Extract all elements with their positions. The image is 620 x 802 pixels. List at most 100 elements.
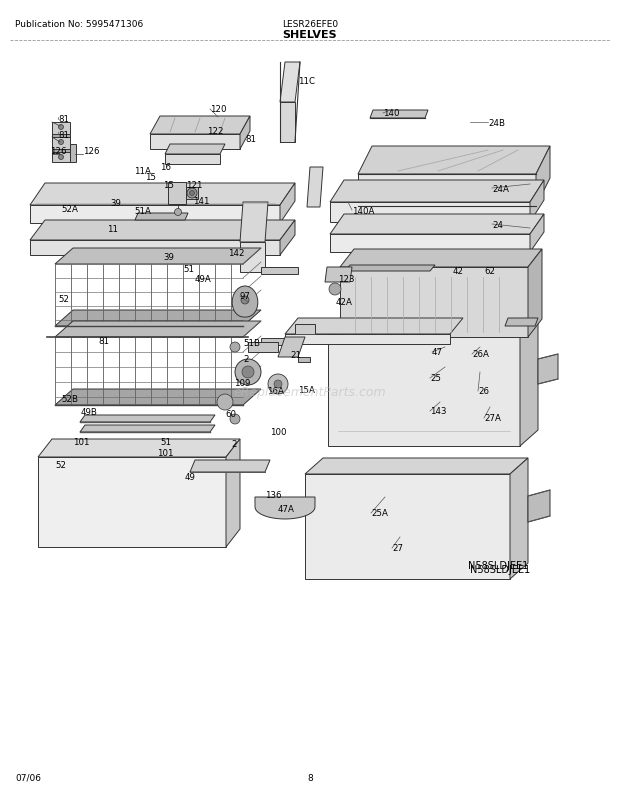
Polygon shape xyxy=(240,203,268,243)
Polygon shape xyxy=(538,354,558,384)
Polygon shape xyxy=(165,145,225,155)
Polygon shape xyxy=(248,342,278,353)
Polygon shape xyxy=(135,214,188,221)
Polygon shape xyxy=(55,322,261,338)
Text: 25A: 25A xyxy=(371,508,388,518)
Text: 142: 142 xyxy=(228,249,244,258)
Text: 126: 126 xyxy=(50,148,66,156)
Polygon shape xyxy=(55,390,261,406)
Polygon shape xyxy=(240,117,250,150)
Text: 97: 97 xyxy=(240,292,251,301)
Text: 101: 101 xyxy=(73,438,89,447)
Text: 24A: 24A xyxy=(492,184,509,193)
Polygon shape xyxy=(30,221,295,241)
Polygon shape xyxy=(165,155,220,164)
Circle shape xyxy=(230,342,240,353)
Text: 140: 140 xyxy=(383,109,399,119)
Polygon shape xyxy=(80,426,215,432)
Text: 143: 143 xyxy=(430,407,446,416)
Polygon shape xyxy=(305,475,510,579)
Text: 140A: 140A xyxy=(352,206,374,215)
Text: N58SLDJEE1: N58SLDJEE1 xyxy=(468,561,528,570)
Polygon shape xyxy=(232,286,258,318)
Circle shape xyxy=(58,125,63,131)
Polygon shape xyxy=(226,439,240,547)
Polygon shape xyxy=(510,459,528,579)
Polygon shape xyxy=(186,188,198,200)
Text: 52: 52 xyxy=(55,461,66,470)
Text: 2: 2 xyxy=(243,355,249,364)
Text: 42: 42 xyxy=(453,267,464,276)
Polygon shape xyxy=(280,103,295,143)
Text: 24B: 24B xyxy=(488,119,505,128)
Text: 25: 25 xyxy=(430,374,441,383)
Polygon shape xyxy=(330,235,530,253)
Polygon shape xyxy=(38,457,226,547)
Text: 11: 11 xyxy=(107,225,118,234)
Polygon shape xyxy=(38,439,240,457)
Polygon shape xyxy=(52,150,70,153)
Text: 49A: 49A xyxy=(195,274,212,283)
Text: 15: 15 xyxy=(145,173,156,182)
Text: 51: 51 xyxy=(160,438,171,447)
Text: 26A: 26A xyxy=(472,350,489,359)
Circle shape xyxy=(241,297,249,305)
Polygon shape xyxy=(370,111,428,119)
Polygon shape xyxy=(80,415,215,423)
Text: 81: 81 xyxy=(58,131,69,140)
Text: 51: 51 xyxy=(183,264,194,273)
Text: 121: 121 xyxy=(186,181,203,190)
Text: 100: 100 xyxy=(270,428,286,437)
Polygon shape xyxy=(328,318,538,334)
Polygon shape xyxy=(330,180,544,203)
Text: 15: 15 xyxy=(163,181,174,190)
Polygon shape xyxy=(280,221,295,256)
Circle shape xyxy=(242,367,254,379)
Polygon shape xyxy=(261,268,298,274)
Text: 39: 39 xyxy=(163,252,174,261)
Text: 39: 39 xyxy=(110,198,121,207)
Text: 26: 26 xyxy=(478,387,489,396)
Text: 52B: 52B xyxy=(61,395,78,404)
Polygon shape xyxy=(345,265,435,272)
Text: 122: 122 xyxy=(207,128,223,136)
Polygon shape xyxy=(52,123,70,163)
Polygon shape xyxy=(280,63,300,103)
Text: 15A: 15A xyxy=(298,386,315,395)
Circle shape xyxy=(174,209,182,217)
Circle shape xyxy=(58,140,63,145)
Polygon shape xyxy=(70,145,76,163)
Text: 11C: 11C xyxy=(298,76,315,85)
Circle shape xyxy=(187,188,197,199)
Polygon shape xyxy=(528,249,542,338)
Text: 101: 101 xyxy=(157,449,174,458)
Text: 51A: 51A xyxy=(134,207,151,217)
Text: 52: 52 xyxy=(58,295,69,304)
Polygon shape xyxy=(285,334,450,345)
Text: 27A: 27A xyxy=(484,414,501,423)
Circle shape xyxy=(58,156,63,160)
Text: 2: 2 xyxy=(231,440,236,449)
Polygon shape xyxy=(30,241,280,256)
Text: 123: 123 xyxy=(338,275,355,284)
Polygon shape xyxy=(261,338,298,346)
Text: 141: 141 xyxy=(193,196,210,205)
Polygon shape xyxy=(255,497,315,520)
Text: 126: 126 xyxy=(83,148,99,156)
Text: 8: 8 xyxy=(307,773,313,782)
Polygon shape xyxy=(52,135,70,138)
Text: 49B: 49B xyxy=(81,408,98,417)
Text: 120: 120 xyxy=(210,105,226,115)
Polygon shape xyxy=(190,460,270,472)
Polygon shape xyxy=(340,249,542,268)
Text: SHELVES: SHELVES xyxy=(283,30,337,40)
Polygon shape xyxy=(536,147,550,207)
Text: 21: 21 xyxy=(290,351,301,360)
Polygon shape xyxy=(150,135,240,150)
Polygon shape xyxy=(30,206,280,224)
Polygon shape xyxy=(325,268,352,282)
Polygon shape xyxy=(150,117,250,135)
Text: 24: 24 xyxy=(492,221,503,229)
Text: 62: 62 xyxy=(484,267,495,276)
Circle shape xyxy=(274,380,282,388)
